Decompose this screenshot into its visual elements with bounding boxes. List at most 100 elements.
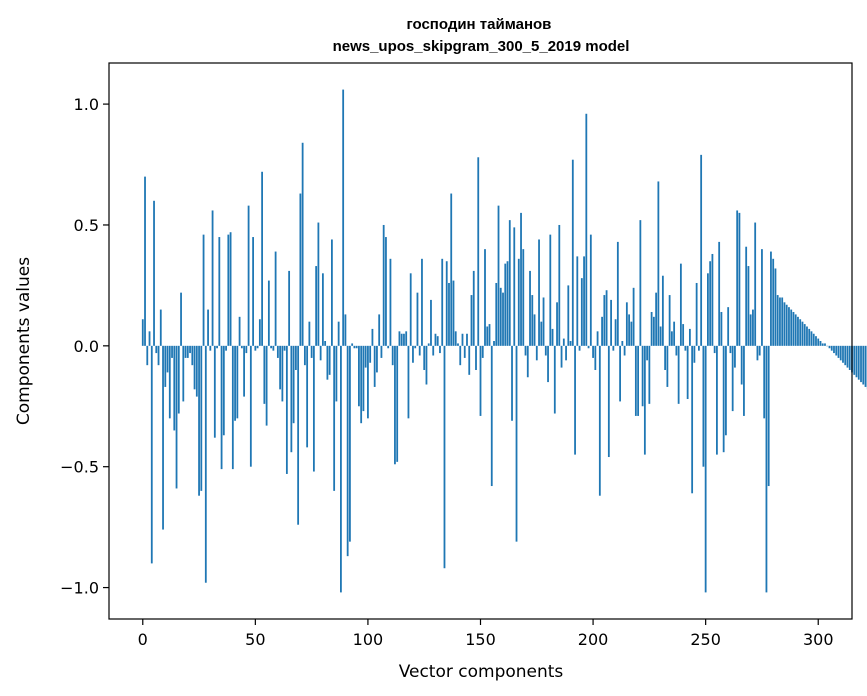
bar-6 <box>155 345 158 354</box>
bar-155 <box>490 345 493 487</box>
bar-2 <box>146 345 149 366</box>
bar-26 <box>200 345 203 491</box>
bar-267 <box>743 345 745 416</box>
bar-135 <box>445 261 448 346</box>
bar-42 <box>236 345 239 419</box>
bar-170 <box>524 345 527 356</box>
bar-224 <box>646 345 649 361</box>
bar-187 <box>562 338 565 346</box>
bar-244 <box>691 345 694 494</box>
bar-30 <box>209 345 212 351</box>
bar-225 <box>648 345 651 404</box>
bar-144 <box>466 333 468 346</box>
bar-41 <box>234 345 236 421</box>
bar-190 <box>569 341 572 346</box>
bar-107 <box>382 224 385 346</box>
bar-116 <box>403 333 405 346</box>
bar-245 <box>693 345 696 363</box>
bar-77 <box>315 266 318 346</box>
bar-100 <box>367 345 369 419</box>
bar-84 <box>331 239 333 346</box>
bar-288 <box>790 309 793 346</box>
x-tick-label: 200 <box>578 630 609 649</box>
bar-111 <box>391 345 394 366</box>
bar-202 <box>596 331 599 346</box>
bar-217 <box>630 321 633 346</box>
bar-256 <box>718 241 721 346</box>
bar-239 <box>679 263 682 346</box>
bar-186 <box>560 345 563 368</box>
bar-31 <box>211 210 214 346</box>
bar-130 <box>434 333 437 346</box>
bar-33 <box>216 345 218 349</box>
bar-275 <box>761 249 763 346</box>
bar-67 <box>292 345 295 424</box>
bar-159 <box>499 287 502 346</box>
bar-300 <box>817 338 820 346</box>
bar-132 <box>439 345 441 354</box>
bar-148 <box>475 345 477 370</box>
bar-141 <box>459 345 462 366</box>
bar-164 <box>511 345 513 421</box>
y-axis-label: Components values <box>14 257 34 425</box>
bar-231 <box>661 275 664 346</box>
bar-185 <box>558 224 561 346</box>
bar-27 <box>202 234 205 346</box>
bar-169 <box>522 249 525 346</box>
bar-183 <box>553 345 556 414</box>
bar-263 <box>734 345 736 368</box>
bar-37 <box>225 345 227 351</box>
bar-262 <box>731 345 734 412</box>
bar-82 <box>326 345 329 380</box>
bar-268 <box>745 246 748 346</box>
bar-253 <box>711 253 714 346</box>
bar-47 <box>247 205 250 346</box>
bar-98 <box>362 345 365 412</box>
bar-287 <box>788 307 790 346</box>
bar-229 <box>657 181 660 346</box>
bar-138 <box>452 280 455 346</box>
bar-69 <box>297 345 300 525</box>
bar-36 <box>222 345 225 436</box>
bar-32 <box>213 345 216 438</box>
bar-215 <box>625 302 628 346</box>
bar-127 <box>427 343 430 346</box>
bar-307 <box>833 345 835 354</box>
bar-312 <box>844 345 847 366</box>
bar-34 <box>218 237 221 346</box>
bar-247 <box>698 345 700 351</box>
bar-28 <box>204 345 207 583</box>
bar-276 <box>763 345 766 419</box>
bar-115 <box>400 333 403 346</box>
bar-18 <box>182 345 185 402</box>
bar-12 <box>168 345 171 419</box>
bar-9 <box>162 345 164 530</box>
y-tick-label: −1.0 <box>60 579 99 598</box>
bar-280 <box>772 258 775 346</box>
bar-62 <box>281 345 284 402</box>
bar-264 <box>736 210 739 346</box>
bar-303 <box>824 343 826 346</box>
bar-153 <box>486 326 489 346</box>
bar-316 <box>853 345 856 375</box>
y-tick-label: −0.5 <box>60 458 99 477</box>
bar-118 <box>407 345 410 419</box>
bar-146 <box>470 295 473 346</box>
bar-293 <box>801 321 804 346</box>
bar-161 <box>504 263 507 346</box>
x-tick-label: 100 <box>353 630 384 649</box>
bar-73 <box>306 345 309 448</box>
bar-93 <box>351 343 354 346</box>
bar-234 <box>668 295 671 346</box>
bar-184 <box>556 302 558 346</box>
bar-108 <box>385 237 387 346</box>
bar-260 <box>727 307 730 346</box>
bar-233 <box>666 345 669 387</box>
bar-22 <box>191 345 194 366</box>
bar-38 <box>227 234 230 346</box>
bar-52 <box>258 319 261 346</box>
bar-109 <box>387 345 390 349</box>
bar-15 <box>175 345 178 489</box>
bar-16 <box>177 345 180 414</box>
